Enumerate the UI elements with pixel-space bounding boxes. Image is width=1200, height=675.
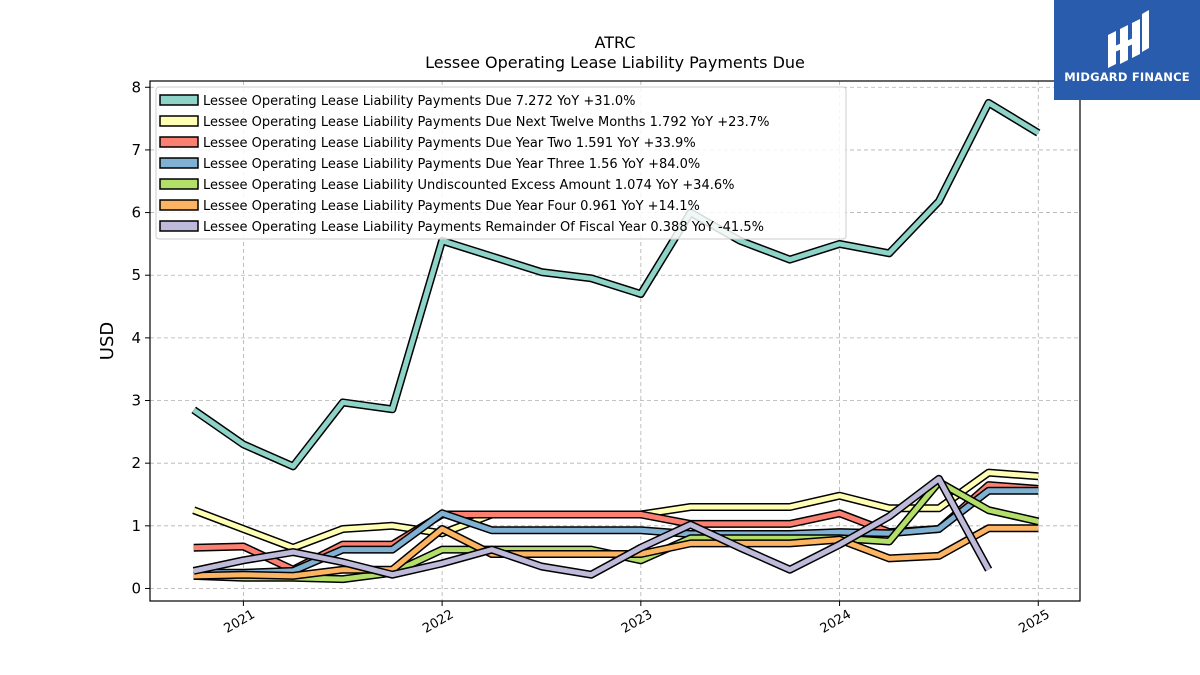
legend-swatch — [159, 178, 199, 190]
y-tick-label: 7 — [131, 141, 141, 159]
series-line-stroke — [193, 476, 991, 578]
legend-swatch — [159, 115, 199, 127]
legend-entry: Lessee Operating Lease Liability Payment… — [159, 157, 700, 172]
legend-entry: Lessee Operating Lease Liability Payment… — [159, 115, 769, 130]
legend-label: Lessee Operating Lease Liability Payment… — [203, 220, 764, 235]
legend-label: Lessee Operating Lease Liability Payment… — [203, 94, 636, 109]
plot-frame — [149, 80, 1081, 602]
chart-title: ATRC — [595, 33, 636, 52]
x-tick-label: 2023 — [619, 607, 655, 637]
y-tick-label: 5 — [131, 266, 141, 284]
y-tick-label: 4 — [131, 329, 141, 347]
legend-box — [155, 86, 847, 240]
legend-swatch — [159, 157, 199, 169]
y-tick-label: 8 — [131, 78, 141, 96]
y-axis-label: USD — [97, 322, 118, 360]
legend-swatch — [159, 136, 199, 148]
series-line — [191, 98, 1041, 471]
x-tick-label: 2024 — [818, 607, 854, 637]
series-line — [192, 474, 993, 579]
series-line-stroke — [192, 100, 1040, 469]
legend-label: Lessee Operating Lease Liability Payment… — [203, 199, 700, 214]
legend-swatch — [159, 220, 199, 232]
legend-label: Lessee Operating Lease Liability Payment… — [203, 115, 769, 130]
y-tick-label: 6 — [131, 204, 141, 222]
legend-label: Lessee Operating Lease Liability Payment… — [203, 157, 700, 172]
series-line-stroke — [193, 525, 1039, 579]
chart-subtitle: Lessee Operating Lease Liability Payment… — [425, 53, 805, 72]
legend: Lessee Operating Lease Liability Payment… — [155, 86, 847, 240]
legend-swatch — [159, 94, 199, 106]
legend-entry: Lessee Operating Lease Liability Payment… — [159, 220, 764, 235]
x-tick-label: 2025 — [1016, 607, 1052, 637]
legend-label: Lessee Operating Lease Liability Undisco… — [203, 178, 734, 193]
legend-label: Lessee Operating Lease Liability Payment… — [203, 136, 696, 151]
legend-entry: Lessee Operating Lease Liability Payment… — [159, 136, 696, 151]
legend-swatch — [159, 199, 199, 211]
y-tick-label: 0 — [131, 579, 141, 597]
midgard-finance-logo: MIDGARD FINANCE — [1054, 0, 1200, 100]
legend-entry: Lessee Operating Lease Liability Payment… — [159, 94, 636, 109]
y-tick-label: 1 — [131, 517, 141, 535]
brand-name: MIDGARD FINANCE — [1064, 70, 1190, 84]
x-tick-label: 2021 — [222, 607, 258, 637]
legend-entry: Lessee Operating Lease Liability Undisco… — [159, 178, 734, 193]
series-lines — [191, 98, 1041, 584]
y-tick-label: 3 — [131, 392, 141, 410]
series-line — [193, 524, 1039, 580]
midgard-logo-icon — [1108, 10, 1149, 68]
y-tick-label: 2 — [131, 454, 141, 472]
x-tick-label: 2022 — [420, 607, 456, 637]
legend-entry: Lessee Operating Lease Liability Payment… — [159, 199, 700, 214]
